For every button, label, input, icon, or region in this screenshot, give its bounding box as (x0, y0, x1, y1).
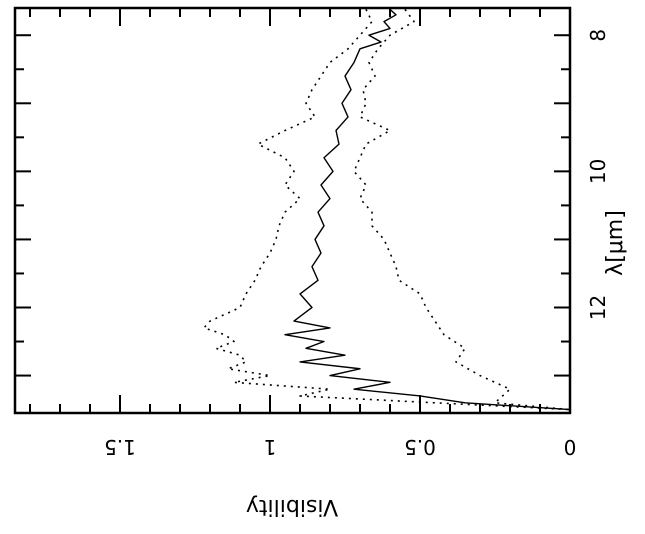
x-tick-label: 12 (586, 295, 610, 320)
y-tick-label: 1 (264, 435, 277, 459)
series-line-dotted (353, 8, 571, 411)
series-line-solid (284, 8, 571, 411)
plot-frame (13, 6, 572, 415)
series-layer (203, 8, 571, 411)
y-axis-label: Visibility (246, 494, 338, 519)
labels-layer: 0 0.5 1 1.5 8 10 12 (104, 29, 610, 459)
x-axis-label: λ[μm] (603, 210, 628, 276)
x-tick-label: 10 (586, 159, 610, 184)
y-tick-label: 0.5 (404, 435, 436, 459)
ticks-layer (15, 8, 571, 413)
x-tick-label: 8 (586, 29, 610, 42)
y-tick-label: 0 (564, 435, 577, 459)
series-line-dotted (203, 9, 571, 411)
y-tick-label: 1.5 (104, 435, 136, 459)
